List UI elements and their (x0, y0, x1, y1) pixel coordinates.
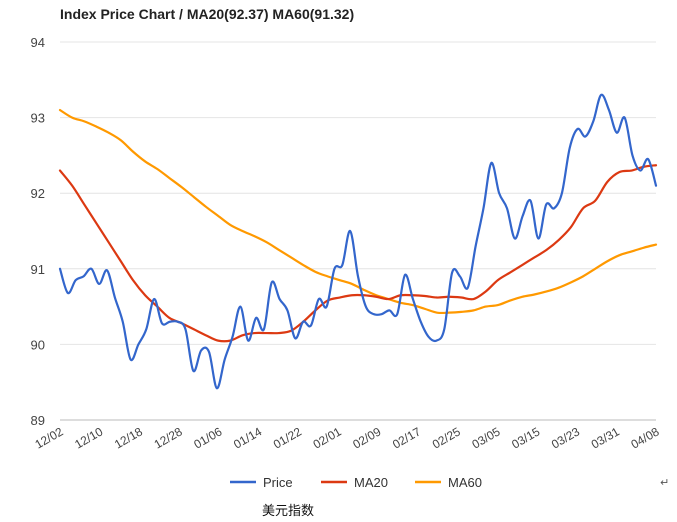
y-tick-label: 91 (31, 262, 45, 277)
y-tick-label: 93 (31, 111, 45, 126)
x-tick-label: 03/15 (509, 424, 542, 451)
x-tick-label: 01/22 (271, 424, 304, 451)
x-tick-label: 02/25 (430, 424, 463, 451)
x-tick-label: 01/06 (191, 424, 224, 451)
y-axis-ticks: 89 90 91 92 93 94 (31, 35, 45, 428)
y-tick-label: 90 (31, 337, 45, 352)
series-lines (58, 93, 658, 390)
series-line-price (58, 93, 658, 390)
x-tick-label: 03/23 (549, 424, 582, 451)
y-tick-label: 89 (31, 413, 45, 428)
x-tick-label: 04/08 (628, 424, 661, 451)
paragraph-mark: ↵ (660, 476, 670, 489)
x-tick-label: 03/05 (470, 424, 503, 451)
x-tick-label: 12/02 (32, 424, 65, 451)
legend-label-ma20: MA20 (354, 475, 388, 490)
x-tick-label: 03/31 (589, 424, 622, 451)
x-tick-label: 12/28 (152, 424, 185, 451)
legend-label-price: Price (263, 475, 293, 490)
x-tick-label: 01/14 (231, 424, 264, 451)
x-tick-label: 02/01 (311, 424, 344, 451)
x-tick-label: 12/10 (72, 424, 105, 451)
y-tick-label: 94 (31, 35, 45, 50)
grid-lines (60, 41, 656, 421)
x-axis-ticks: 12/02 12/10 12/18 12/28 01/06 01/14 01/22 02/01… (32, 424, 661, 451)
legend-label-ma60: MA60 (448, 475, 482, 490)
x-tick-label: 12/18 (112, 424, 145, 451)
y-tick-label: 92 (31, 186, 45, 201)
chart-caption: 美元指数 (262, 504, 315, 519)
series-line-ma60 (58, 108, 658, 315)
legend: Price MA20 MA60 (230, 475, 482, 490)
x-tick-label: 02/17 (390, 424, 423, 451)
x-tick-label: 02/09 (350, 424, 383, 451)
chart-title: Index Price Chart / MA20(92.37) MA60(91.… (60, 6, 354, 22)
